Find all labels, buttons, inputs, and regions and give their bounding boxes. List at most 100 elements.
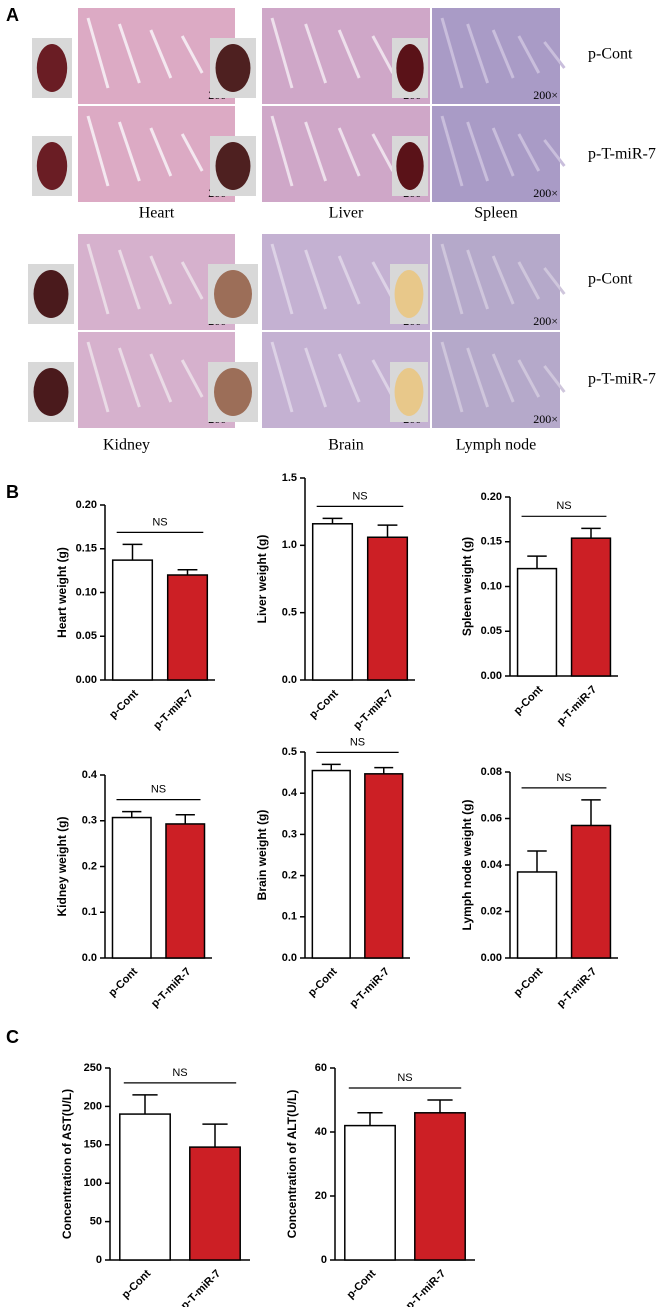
tissue-streak	[86, 17, 110, 89]
tissue-streak	[149, 29, 173, 79]
significance-label: NS	[151, 784, 166, 796]
tissue-streak	[440, 115, 464, 187]
y-tick-label: 1.0	[282, 539, 297, 551]
significance-label: NS	[397, 1072, 412, 1084]
x-tick-label: p-T-miR-7	[555, 966, 599, 1010]
tissue-streak	[337, 255, 361, 305]
y-axis-label: Kidney weight (g)	[55, 817, 69, 917]
x-tick-label: p-Cont	[307, 687, 341, 721]
significance-label: NS	[352, 490, 367, 502]
significance-label: NS	[556, 500, 571, 512]
tissue-streak	[543, 41, 566, 69]
bar	[111, 816, 152, 959]
x-tick-label: p-T-miR-7	[151, 688, 195, 732]
y-tick-label: 0.2	[82, 860, 97, 872]
significance-label: NS	[350, 736, 365, 748]
panel-label: C	[6, 1027, 19, 1047]
bar	[414, 1112, 466, 1261]
y-tick-label: 0.00	[481, 670, 502, 682]
tissue-streak	[517, 133, 541, 172]
tissue-streak	[180, 261, 204, 300]
y-tick-label: 0.0	[82, 952, 97, 964]
significance-label: NS	[152, 516, 167, 528]
y-axis-label: Lymph node weight (g)	[460, 800, 474, 931]
bar	[311, 523, 354, 681]
organ-photo	[215, 44, 251, 92]
y-axis-label: Concentration of ALT(U/L)	[285, 1090, 299, 1239]
tissue-streak	[491, 29, 515, 79]
tissue-streak	[440, 341, 464, 413]
y-tick-label: 0	[321, 1254, 327, 1266]
tissue-streak	[304, 121, 328, 182]
tissue-streak	[337, 127, 361, 177]
y-tick-label: 0.5	[282, 607, 297, 619]
x-tick-label: p-T-miR-7	[351, 688, 395, 732]
y-axis-label: Concentration of AST(U/L)	[60, 1089, 74, 1239]
group-label: p-T-miR-7	[588, 146, 656, 163]
y-tick-label: 0.4	[82, 769, 98, 781]
bar	[516, 567, 558, 677]
bar	[119, 1113, 171, 1261]
bar	[516, 871, 558, 959]
tissue-streak	[180, 35, 204, 74]
bar	[344, 1124, 396, 1261]
organ-photo	[215, 142, 251, 190]
bar	[189, 1146, 241, 1261]
organ-photo	[214, 270, 252, 318]
x-tick-label: p-T-miR-7	[555, 684, 599, 728]
y-tick-label: 40	[315, 1126, 327, 1138]
y-tick-label: 0.10	[76, 586, 97, 598]
y-tick-label: 1.5	[282, 472, 297, 484]
y-axis-label: Heart weight (g)	[55, 547, 69, 638]
y-tick-label: 0.08	[481, 766, 502, 778]
y-tick-label: 0.1	[82, 906, 97, 918]
tissue-streak	[117, 23, 141, 84]
organ-photo	[394, 270, 424, 318]
y-tick-label: 50	[90, 1216, 102, 1228]
tissue-streak	[117, 347, 141, 408]
y-tick-label: 0.00	[481, 952, 502, 964]
bar	[166, 574, 209, 681]
y-tick-label: 0.2	[282, 870, 297, 882]
y-tick-label: 250	[84, 1062, 102, 1074]
y-tick-label: 0.15	[481, 536, 502, 548]
bar	[165, 823, 206, 959]
bar	[311, 769, 351, 959]
tissue-streak	[491, 255, 515, 305]
tissue-streak	[117, 121, 141, 182]
x-tick-label: p-Cont	[120, 1267, 154, 1301]
x-tick-label: p-T-miR-7	[348, 966, 392, 1010]
organ-photo	[36, 142, 68, 190]
x-tick-label: p-Cont	[512, 683, 546, 717]
magnification-label: 200×	[533, 314, 558, 328]
tissue-streak	[270, 243, 294, 315]
y-tick-label: 0.0	[282, 674, 297, 686]
y-tick-label: 0.04	[481, 859, 503, 871]
x-tick-label: p-T-miR-7	[179, 1268, 223, 1307]
tissue-streak	[371, 261, 395, 300]
magnification-label: 200×	[533, 186, 558, 200]
tissue-streak	[440, 243, 464, 315]
y-tick-label: 0.06	[481, 812, 502, 824]
organ-photo	[33, 368, 69, 416]
tissue-streak	[180, 133, 204, 172]
tissue-streak	[371, 359, 395, 398]
group-label: p-Cont	[588, 271, 633, 288]
y-tick-label: 0	[96, 1254, 102, 1266]
tissue-streak	[149, 353, 173, 403]
y-tick-label: 200	[84, 1100, 102, 1112]
tissue-streak	[180, 359, 204, 398]
tissue-streak	[466, 121, 490, 182]
panel-label: A	[6, 5, 19, 25]
tissue-streak	[440, 17, 464, 89]
y-tick-label: 0.10	[481, 580, 502, 592]
organ-label: Liver	[329, 205, 364, 222]
organ-label: Brain	[328, 437, 364, 454]
panel-label: B	[6, 482, 19, 502]
significance-label: NS	[172, 1067, 187, 1079]
bar	[570, 824, 612, 959]
tissue-streak	[517, 359, 541, 398]
y-tick-label: 0.05	[76, 630, 97, 642]
organ-photo	[396, 44, 424, 92]
